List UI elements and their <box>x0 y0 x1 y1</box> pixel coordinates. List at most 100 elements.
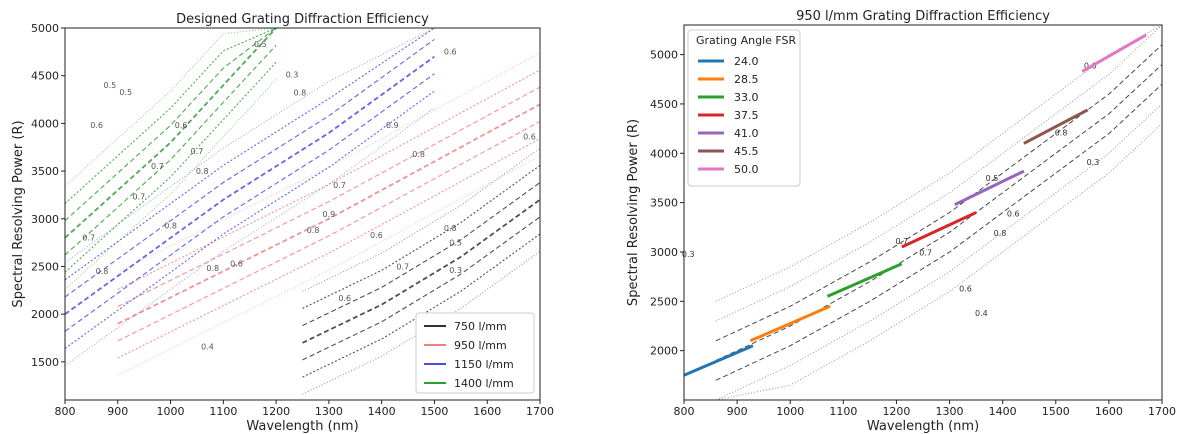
contour-line <box>64 27 435 281</box>
contour-line <box>64 27 277 222</box>
series-line <box>954 169 1025 206</box>
contour-line <box>64 55 435 315</box>
contour-label: 0.5 <box>449 238 462 247</box>
contour-line <box>64 27 435 264</box>
legend-label: 41.0 <box>734 127 759 140</box>
contour-label: 0.8 <box>307 226 320 235</box>
series-line <box>1081 33 1147 73</box>
x-tick-label: 800 <box>674 405 695 418</box>
contour-label: 0.8 <box>994 229 1007 238</box>
contour-label: 0.6 <box>90 121 103 130</box>
series-line <box>901 211 977 249</box>
contour-label: 0.5 <box>103 81 116 90</box>
x-tick-label: 1100 <box>829 405 857 418</box>
contour-label: 0.7 <box>895 237 908 246</box>
series-line <box>683 344 754 377</box>
contour-lines <box>64 27 541 395</box>
y-tick-label: 3500 <box>650 197 678 210</box>
contour-label: 0.8 <box>196 167 209 176</box>
legend-label: 37.5 <box>734 109 759 122</box>
y-tick-label: 4500 <box>650 98 678 111</box>
contour-label: 0.4 <box>975 309 988 318</box>
contour-label: 0.7 <box>82 234 95 243</box>
x-axis-label: Wavelength (nm) <box>867 419 979 434</box>
legend-box <box>687 29 801 187</box>
y-tick-label: 3000 <box>650 246 678 259</box>
contour-label: 0.5 <box>986 174 999 183</box>
contour-line <box>117 155 541 376</box>
contour-label: 0.3 <box>682 250 695 259</box>
contour-line <box>302 216 541 361</box>
series-line <box>1023 108 1089 145</box>
legend-label: 750 l/mm <box>454 320 507 333</box>
plot-frame <box>64 27 541 401</box>
legend-label: 50.0 <box>734 163 759 176</box>
contour-label: 0.3 <box>449 266 462 275</box>
contour-line <box>302 233 541 378</box>
legend-box <box>415 312 535 394</box>
plot-frame <box>683 24 1163 401</box>
x-tick-label: 1500 <box>420 405 448 418</box>
contour-label: 0.8 <box>206 264 219 273</box>
contour-label: 0.4 <box>201 342 214 351</box>
contour-line <box>64 61 277 273</box>
contour-line <box>117 103 541 325</box>
contour-label: 0.6 <box>1007 209 1020 218</box>
contour-label: 0.6 <box>959 284 972 293</box>
contour-line <box>715 24 1163 322</box>
x-tick-label: 1300 <box>936 405 964 418</box>
contour-label: 0.7 <box>133 193 146 202</box>
contour-line <box>64 27 277 204</box>
contour-line <box>302 182 541 327</box>
legend-label: 28.5 <box>734 73 759 86</box>
contour-label: 0.6 <box>370 231 383 240</box>
legend-label: 1150 l/mm <box>454 358 514 371</box>
contour-line <box>715 123 1163 401</box>
y-tick-label: 1500 <box>31 356 59 369</box>
chart-title: Designed Grating Diffraction Efficiency <box>176 12 429 27</box>
series-line <box>749 304 831 343</box>
y-tick-label: 2500 <box>31 260 59 273</box>
contour-label: 0.6 <box>523 133 536 142</box>
contour-label: 0.8 <box>164 221 177 230</box>
x-tick-label: 1100 <box>209 405 237 418</box>
contour-label: 0.7 <box>919 248 932 257</box>
contour-label: 0.3 <box>1087 158 1100 167</box>
x-tick-label: 900 <box>727 405 748 418</box>
legend-label: 950 l/mm <box>454 339 507 352</box>
contour-line <box>302 198 541 344</box>
y-tick-label: 4000 <box>650 147 678 160</box>
legend-label: 45.5 <box>734 145 759 158</box>
y-tick-label: 5000 <box>650 49 678 62</box>
x-tick-label: 1000 <box>157 405 185 418</box>
contour-label: 0.7 <box>151 162 164 171</box>
contour-label: 0.9 <box>323 210 336 219</box>
contour-label: 0.5 <box>254 40 267 49</box>
contour-label: 0.8 <box>96 267 109 276</box>
contour-label: 0.7 <box>191 147 204 156</box>
contour-label: 0.8 <box>412 150 425 159</box>
y-tick-label: 4500 <box>31 70 59 83</box>
contour-line <box>302 164 541 309</box>
x-axis-label: Wavelength (nm) <box>246 419 358 434</box>
x-tick-label: 1500 <box>1042 405 1070 418</box>
x-tick-label: 1300 <box>315 405 343 418</box>
x-tick-label: 900 <box>107 405 128 418</box>
legend-label: 33.0 <box>734 91 759 104</box>
y-tick-label: 2000 <box>31 308 59 321</box>
contour-label: 0.8 <box>293 89 306 98</box>
x-tick-label: 1600 <box>473 405 501 418</box>
contour-line <box>64 79 277 290</box>
contour-label: 0.8 <box>1055 129 1068 138</box>
x-tick-label: 1200 <box>882 405 910 418</box>
x-tick-label: 1200 <box>262 405 290 418</box>
contour-label: 0.5 <box>119 88 132 97</box>
contour-label: 0.9 <box>386 121 399 130</box>
contour-line <box>117 86 541 307</box>
contour-line <box>117 121 541 342</box>
contour-label: 0.6 <box>230 259 243 268</box>
contour-label: 0.6 <box>175 121 188 130</box>
y-tick-label: 4000 <box>31 117 59 130</box>
